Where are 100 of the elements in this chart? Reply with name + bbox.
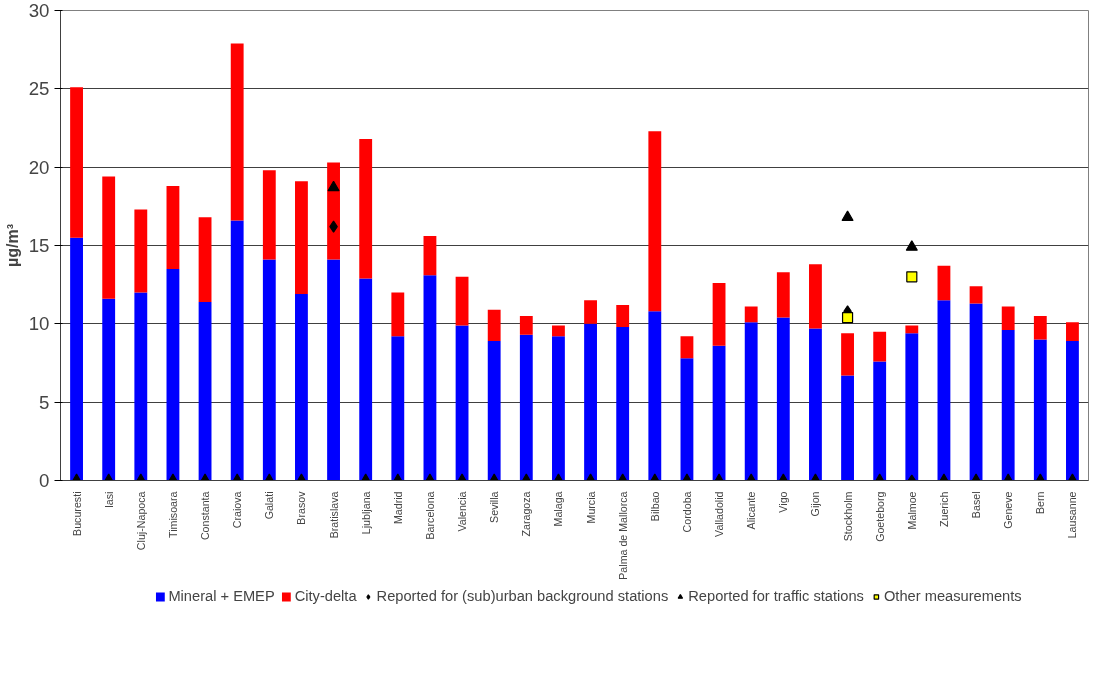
- x-tick-label: Sevilla: [488, 491, 501, 523]
- bar: [680, 336, 694, 359]
- x-tick-label: Valencia: [456, 491, 469, 532]
- bar: [616, 326, 630, 481]
- bar: [166, 269, 180, 481]
- y-tick-label: 5: [39, 391, 50, 413]
- bar: [584, 300, 597, 324]
- y-tick-label: 15: [28, 235, 50, 256]
- bar: [1001, 330, 1015, 481]
- x-tick-label: Timisoara: [166, 491, 179, 538]
- bar: [648, 311, 662, 481]
- bar: [230, 43, 244, 221]
- x-tick-label: Palma de Mallorca: [616, 491, 629, 580]
- bar: [873, 361, 887, 481]
- bar: [134, 292, 148, 481]
- bar: [744, 322, 758, 481]
- x-tick-label: Madrid: [391, 491, 404, 525]
- y-tick-label: 0: [39, 470, 50, 491]
- point: [841, 311, 854, 324]
- bar: [487, 309, 501, 342]
- bar: [1001, 306, 1015, 331]
- bar: [841, 333, 854, 376]
- bar: [648, 131, 662, 312]
- y-tick-label: 25: [28, 78, 50, 100]
- x-tick-label: Galati: [263, 491, 276, 520]
- bar: [70, 87, 83, 238]
- x-tick-label: Malmoe: [905, 491, 918, 530]
- bar: [712, 345, 726, 481]
- bar: [552, 325, 565, 337]
- legend-label: Other measurements: [883, 588, 1022, 604]
- x-tick-label: Lausanne: [1066, 491, 1079, 539]
- bar: [776, 317, 790, 481]
- bar: [519, 334, 533, 481]
- x-tick-label: Basel: [970, 491, 983, 519]
- bar: [70, 237, 83, 481]
- bar: [776, 272, 790, 318]
- x-tick-label: Bern: [1034, 491, 1047, 515]
- bar: [969, 303, 983, 481]
- x-tick-label: Iasi: [102, 491, 115, 509]
- bar: [295, 181, 308, 295]
- y-tick-label: 30: [28, 0, 50, 21]
- x-tick-label: Zaragoza: [520, 491, 533, 537]
- bar: [873, 331, 887, 362]
- legend-label: Reported for (sub)urban background stations: [376, 588, 669, 604]
- x-tick-label: Craiova: [231, 491, 244, 529]
- bar: [487, 341, 501, 481]
- bar: [230, 220, 244, 481]
- x-tick-label: Goeteborg: [873, 491, 886, 542]
- bar: [680, 358, 694, 481]
- bar: [1033, 316, 1047, 340]
- x-tick-label: Stockholm: [841, 491, 854, 542]
- bar: [809, 328, 822, 481]
- x-tick-label: Bucuresti: [70, 491, 83, 536]
- x-tick-label: Brasov: [295, 490, 308, 525]
- legend-label: Reported for traffic stations: [688, 588, 864, 604]
- point: [905, 240, 918, 251]
- x-tick-label: Zuerich: [937, 491, 950, 528]
- y-tick-label: 10: [28, 313, 50, 335]
- bar: [584, 323, 597, 481]
- bar: [712, 283, 726, 346]
- bar: [519, 316, 533, 335]
- bar: [1066, 341, 1079, 481]
- bar: [841, 375, 854, 481]
- legend-label: City-delta: [294, 588, 357, 604]
- bar: [1033, 339, 1047, 481]
- point: [841, 210, 854, 222]
- bar: [937, 265, 951, 301]
- point: [906, 271, 918, 283]
- bar: [905, 325, 919, 334]
- bar: [166, 185, 180, 269]
- bar: [552, 336, 565, 481]
- x-tick-label: Malaga: [552, 491, 565, 527]
- bar: [616, 305, 630, 327]
- x-tick-label: Alicante: [745, 491, 758, 530]
- x-tick-label: Bratislava: [327, 491, 340, 539]
- y-tick-label: 20: [28, 156, 50, 178]
- x-tick-label: Murcia: [584, 491, 597, 524]
- bar: [391, 336, 405, 481]
- x-tick-label: Ljubljana: [359, 491, 372, 535]
- bar: [295, 294, 308, 481]
- bar: [327, 259, 340, 481]
- bar: [969, 286, 983, 304]
- bar: [1066, 322, 1079, 342]
- bar: [391, 292, 405, 337]
- bar: [134, 209, 148, 293]
- bar: [262, 170, 276, 260]
- x-tick-label: Vigo: [777, 491, 790, 513]
- bar: [262, 259, 276, 481]
- x-tick-label: Bilbao: [648, 491, 661, 522]
- bar: [455, 325, 469, 481]
- y-axis-title: µg/m³: [3, 224, 21, 267]
- x-tick-label: Constanta: [199, 491, 212, 541]
- legend-label: Mineral + EMEP: [168, 588, 275, 604]
- x-tick-label: Cluj-Napoca: [134, 491, 147, 551]
- bar: [423, 236, 437, 276]
- bar: [905, 333, 919, 481]
- bar: [937, 300, 951, 481]
- x-tick-label: Valladolid: [713, 491, 726, 537]
- bar: [102, 298, 116, 481]
- x-tick-label: Gijon: [809, 491, 822, 517]
